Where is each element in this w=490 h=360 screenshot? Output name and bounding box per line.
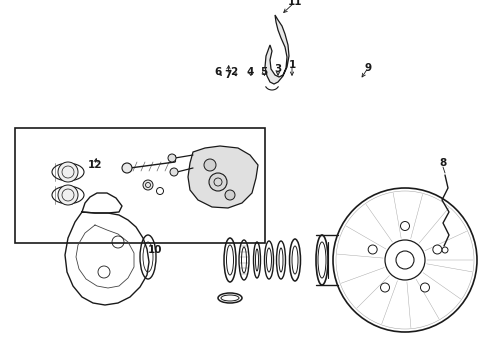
- Circle shape: [381, 283, 390, 292]
- Text: 8: 8: [440, 158, 446, 168]
- Circle shape: [433, 245, 442, 254]
- Circle shape: [58, 185, 78, 205]
- Circle shape: [225, 190, 235, 200]
- Circle shape: [143, 180, 153, 190]
- Circle shape: [58, 162, 78, 182]
- Text: 12: 12: [88, 160, 102, 170]
- Text: 9: 9: [365, 63, 371, 73]
- Circle shape: [400, 221, 410, 230]
- Circle shape: [170, 168, 178, 176]
- Circle shape: [396, 251, 414, 269]
- Text: 2: 2: [230, 67, 238, 77]
- Text: 5: 5: [260, 67, 268, 77]
- Text: 1: 1: [289, 60, 295, 70]
- Circle shape: [122, 163, 132, 173]
- Text: 10: 10: [148, 245, 162, 255]
- Circle shape: [204, 159, 216, 171]
- Text: 4: 4: [246, 67, 254, 77]
- Circle shape: [420, 283, 429, 292]
- Text: 3: 3: [274, 64, 282, 74]
- Circle shape: [168, 154, 176, 162]
- Polygon shape: [188, 146, 258, 208]
- Text: 7: 7: [224, 70, 232, 80]
- Text: 11: 11: [288, 0, 302, 7]
- Circle shape: [209, 173, 227, 191]
- Bar: [15, 128, 265, 243]
- Text: 6: 6: [215, 67, 221, 77]
- Polygon shape: [265, 15, 289, 84]
- Circle shape: [368, 245, 377, 254]
